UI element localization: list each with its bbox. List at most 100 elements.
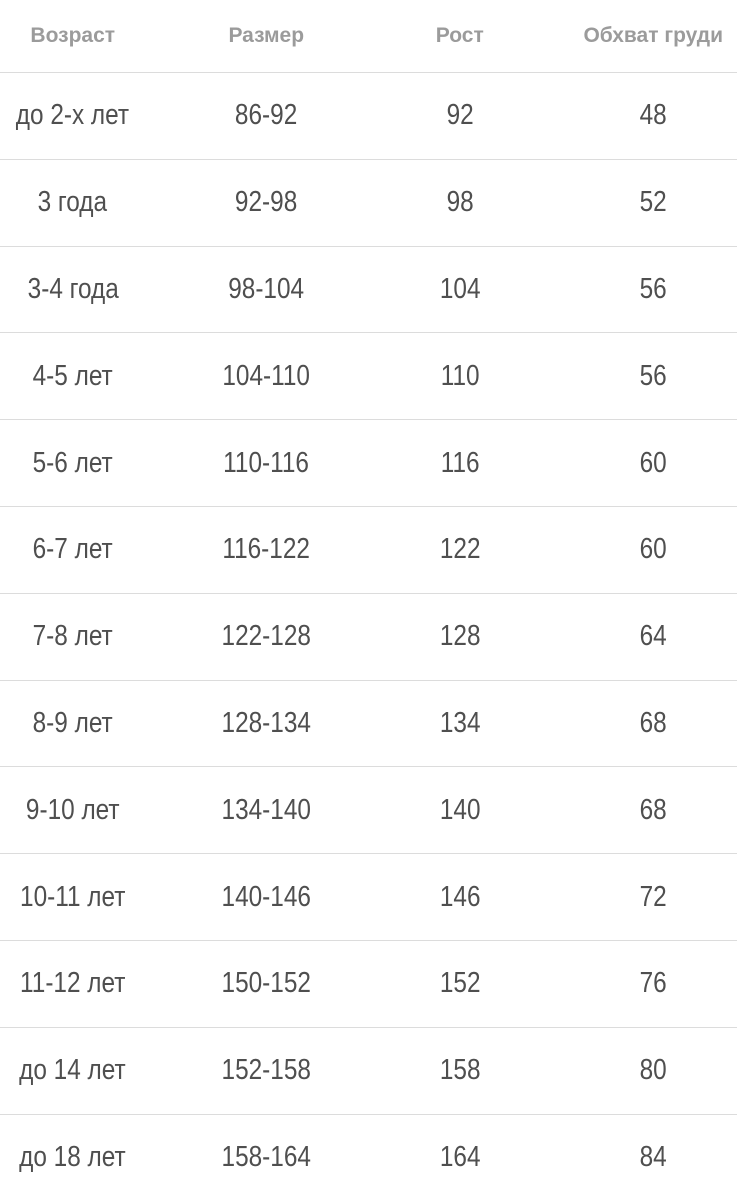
cell-text: 48 <box>640 99 667 132</box>
cell-text: 56 <box>640 273 667 306</box>
cell-text: 56 <box>640 360 667 393</box>
cell-text: 7-8 лет <box>33 620 113 653</box>
table-body: до 2-х лет 86-92 92 48 3 года 92-98 98 52 3-4 го… <box>0 72 737 1200</box>
column-header-label: Рост <box>436 24 484 48</box>
table-cell: 134 <box>363 707 557 740</box>
table-cell: 64 <box>557 620 737 653</box>
table-cell: 7-8 лет <box>0 620 170 653</box>
cell-text: 104-110 <box>222 360 310 393</box>
table-row: 8-9 лет 128-134 134 68 <box>0 680 737 767</box>
table-cell: 146 <box>363 881 557 914</box>
table-cell: 140 <box>363 794 557 827</box>
cell-text: 60 <box>640 533 667 566</box>
table-cell: 60 <box>557 447 737 480</box>
cell-text: 86-92 <box>235 99 297 132</box>
cell-text: 152-158 <box>222 1054 311 1087</box>
cell-text: 104 <box>439 273 480 306</box>
cell-text: 60 <box>640 447 667 480</box>
cell-text: 116-122 <box>222 533 310 566</box>
column-header-size: Размер <box>170 24 364 48</box>
table-cell: 11-12 лет <box>0 967 170 1000</box>
cell-text: 140 <box>439 794 480 827</box>
table-cell: 92-98 <box>170 186 364 219</box>
cell-text: 4-5 лет <box>33 360 113 393</box>
table-row: до 2-х лет 86-92 92 48 <box>0 72 737 159</box>
table-cell: до 2-х лет <box>0 99 170 132</box>
table-cell: 72 <box>557 881 737 914</box>
table-cell: 134-140 <box>170 794 364 827</box>
table-cell: 52 <box>557 186 737 219</box>
table-row: 7-8 лет 122-128 128 64 <box>0 593 737 680</box>
cell-text: до 18 лет <box>19 1141 126 1174</box>
table-cell: 128-134 <box>170 707 364 740</box>
table-cell: 10-11 лет <box>0 881 170 914</box>
table-cell: 86-92 <box>170 99 364 132</box>
cell-text: 98 <box>446 186 473 219</box>
table-cell: 116-122 <box>170 533 364 566</box>
cell-text: 6-7 лет <box>33 533 113 566</box>
table-cell: 164 <box>363 1141 557 1174</box>
cell-text: до 2-х лет <box>16 99 129 132</box>
table-row: 11-12 лет 150-152 152 76 <box>0 940 737 1027</box>
table-cell: 122-128 <box>170 620 364 653</box>
table-cell: 56 <box>557 273 737 306</box>
table-cell: 76 <box>557 967 737 1000</box>
cell-text: 152 <box>439 967 480 1000</box>
table-header-row: Возраст Размер Рост Обхват груди <box>0 0 737 72</box>
table-cell: 116 <box>363 447 557 480</box>
cell-text: 9-10 лет <box>26 794 120 827</box>
cell-text: 64 <box>640 620 667 653</box>
cell-text: 128 <box>439 620 480 653</box>
cell-text: 92 <box>446 99 473 132</box>
cell-text: 158-164 <box>222 1141 311 1174</box>
table-cell: 3-4 года <box>0 273 170 306</box>
table-cell: до 18 лет <box>0 1141 170 1174</box>
cell-text: 164 <box>439 1141 480 1174</box>
table-cell: 110 <box>363 360 557 393</box>
table-cell: 150-152 <box>170 967 364 1000</box>
table-cell: 98 <box>363 186 557 219</box>
cell-text: 3 года <box>38 186 107 219</box>
cell-text: 128-134 <box>222 707 311 740</box>
table-cell: 9-10 лет <box>0 794 170 827</box>
cell-text: до 14 лет <box>19 1054 126 1087</box>
cell-text: 158 <box>439 1054 480 1087</box>
cell-text: 11-12 лет <box>20 967 125 1000</box>
table-cell: 158-164 <box>170 1141 364 1174</box>
table-cell: 68 <box>557 707 737 740</box>
cell-text: 5-6 лет <box>33 447 113 480</box>
table-cell: 140-146 <box>170 881 364 914</box>
cell-text: 72 <box>640 881 667 914</box>
cell-text: 10-11 лет <box>20 881 125 914</box>
cell-text: 140-146 <box>222 881 311 914</box>
cell-text: 92-98 <box>235 186 297 219</box>
table-cell: 56 <box>557 360 737 393</box>
table-row: 9-10 лет 134-140 140 68 <box>0 766 737 853</box>
table-row: 4-5 лет 104-110 110 56 <box>0 332 737 419</box>
column-header-label: Обхват груди <box>583 24 723 48</box>
cell-text: 80 <box>640 1054 667 1087</box>
table-cell: 104-110 <box>170 360 364 393</box>
cell-text: 134 <box>439 707 480 740</box>
cell-text: 116 <box>440 447 479 480</box>
cell-text: 122 <box>439 533 480 566</box>
table-cell: 8-9 лет <box>0 707 170 740</box>
column-header-height: Рост <box>363 24 557 48</box>
cell-text: 134-140 <box>222 794 311 827</box>
table-cell: 48 <box>557 99 737 132</box>
column-header-label: Размер <box>228 24 304 48</box>
table-cell: 60 <box>557 533 737 566</box>
table-cell: 110-116 <box>170 447 364 480</box>
table-cell: 5-6 лет <box>0 447 170 480</box>
table-cell: 68 <box>557 794 737 827</box>
cell-text: 146 <box>439 881 480 914</box>
table-row: 5-6 лет 110-116 116 60 <box>0 419 737 506</box>
table-cell: 128 <box>363 620 557 653</box>
table-row: до 14 лет 152-158 158 80 <box>0 1027 737 1114</box>
table-cell: 152 <box>363 967 557 1000</box>
table-row: 6-7 лет 116-122 122 60 <box>0 506 737 593</box>
table-cell: 158 <box>363 1054 557 1087</box>
